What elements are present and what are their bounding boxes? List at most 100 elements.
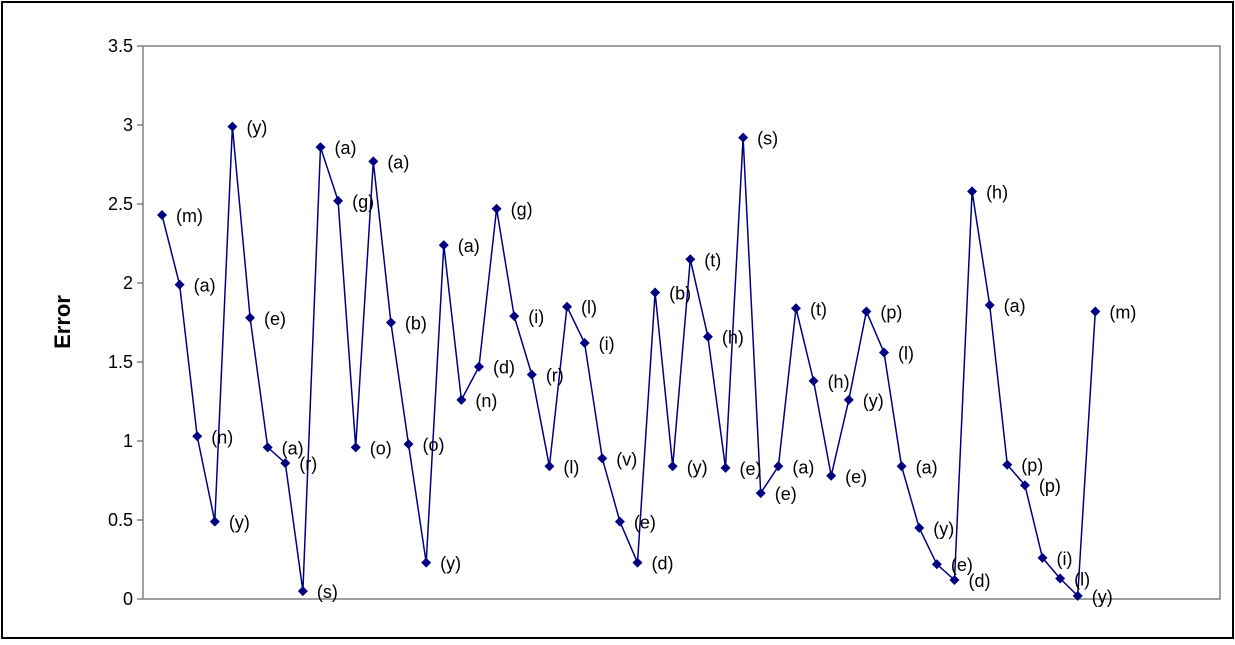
data-point-marker: [456, 394, 467, 405]
data-point-marker: [843, 394, 854, 405]
data-point-marker: [473, 361, 484, 372]
data-point-marker: [826, 470, 837, 481]
data-point-label: (r): [299, 454, 317, 474]
data-point-marker: [931, 559, 942, 570]
data-point-label: (t): [704, 250, 721, 270]
data-point-label: (e): [740, 459, 762, 479]
data-point-label: (a): [387, 152, 409, 172]
data-point-marker: [262, 442, 273, 453]
y-tick-label: 0: [123, 589, 133, 609]
data-point-label: (n): [211, 427, 233, 447]
data-point-label: (s): [757, 129, 778, 149]
data-point-marker: [350, 442, 361, 453]
data-point-marker: [614, 516, 625, 527]
data-point-label: (t): [810, 299, 827, 319]
data-point-label: (a): [458, 236, 480, 256]
data-point-label: (l): [563, 457, 579, 477]
data-point-label: (r): [546, 366, 564, 386]
data-point-marker: [632, 557, 643, 568]
data-point-label: (v): [616, 449, 637, 469]
data-point-label: (y): [933, 519, 954, 539]
data-point-marker: [896, 461, 907, 472]
data-point-marker: [1055, 573, 1066, 584]
data-point-label: (y): [246, 118, 267, 138]
data-point-label: (y): [863, 391, 884, 411]
data-point-marker: [315, 142, 326, 153]
data-point-label: (e): [775, 484, 797, 504]
data-point-marker: [333, 195, 344, 206]
data-point-marker: [491, 203, 502, 214]
data-point-label: (y): [440, 554, 461, 574]
data-point-marker: [914, 522, 925, 533]
data-point-label: (y): [229, 513, 250, 533]
data-point-marker: [702, 331, 713, 342]
data-point-marker: [597, 453, 608, 464]
data-point-label: (d): [651, 554, 673, 574]
data-point-marker: [755, 488, 766, 499]
data-point-marker: [1019, 480, 1030, 491]
data-point-marker: [544, 461, 555, 472]
y-tick-label: 3.5: [108, 36, 133, 56]
data-point-label: (d): [968, 571, 990, 591]
series-group: (m)(a)(n)(y)(y)(e)(a)(r)(s)(a)(g)(o)(a)(…: [157, 118, 1136, 607]
data-point-marker: [790, 303, 801, 314]
data-point-marker: [209, 516, 220, 527]
data-point-marker: [879, 347, 890, 358]
data-point-marker: [438, 240, 449, 251]
data-point-marker: [192, 431, 203, 442]
data-point-label: (i): [528, 307, 544, 327]
data-point-marker: [967, 186, 978, 197]
data-point-marker: [861, 306, 872, 317]
data-point-marker: [984, 300, 995, 311]
data-point-marker: [157, 210, 167, 221]
y-tick-label: 2: [123, 273, 133, 293]
data-point-marker: [1072, 590, 1083, 601]
data-point-marker: [685, 254, 696, 265]
data-point-label: (b): [669, 283, 691, 303]
data-point-label: (e): [845, 467, 867, 487]
y-tick-label: 3: [123, 115, 133, 135]
data-point-label: (y): [1092, 587, 1113, 607]
data-point-marker: [227, 121, 238, 132]
data-point-label: (a): [334, 138, 356, 158]
data-point-marker: [650, 287, 661, 298]
data-point-marker: [562, 301, 573, 312]
data-point-marker: [1090, 306, 1101, 317]
data-point-label: (n): [475, 391, 497, 411]
y-tick-label: 1: [123, 431, 133, 451]
y-axis-title: Error: [50, 295, 75, 349]
data-point-label: (h): [986, 182, 1008, 202]
data-point-label: (m): [176, 206, 203, 226]
data-point-label: (d): [493, 358, 515, 378]
data-point-marker: [579, 338, 590, 349]
data-point-marker: [385, 317, 396, 328]
data-point-label: (y): [687, 457, 708, 477]
plot-area: [142, 45, 1221, 600]
data-point-label: (a): [194, 276, 216, 296]
data-point-label: (s): [317, 582, 338, 602]
data-point-label: (a): [792, 457, 814, 477]
data-point-marker: [297, 586, 308, 597]
data-point-marker: [1002, 459, 1013, 470]
data-point-marker: [949, 575, 960, 586]
y-tick-label: 2.5: [108, 194, 133, 214]
data-point-marker: [808, 375, 819, 386]
data-point-marker: [509, 311, 520, 322]
data-point-label: (p): [1039, 476, 1061, 496]
data-point-label: (a): [916, 457, 938, 477]
data-point-label: (e): [951, 555, 973, 575]
data-point-label: (i): [1057, 549, 1073, 569]
data-point-label: (b): [405, 314, 427, 334]
data-point-label: (e): [634, 513, 656, 533]
data-point-marker: [773, 461, 784, 472]
y-tick-label: 0.5: [108, 510, 133, 530]
data-point-label: (l): [898, 344, 914, 364]
data-point-label: (i): [599, 334, 615, 354]
data-point-label: (h): [828, 372, 850, 392]
data-point-marker: [280, 458, 291, 469]
data-point-marker: [174, 279, 185, 290]
data-point-label: (e): [264, 309, 286, 329]
series-line: [161, 126, 1097, 598]
